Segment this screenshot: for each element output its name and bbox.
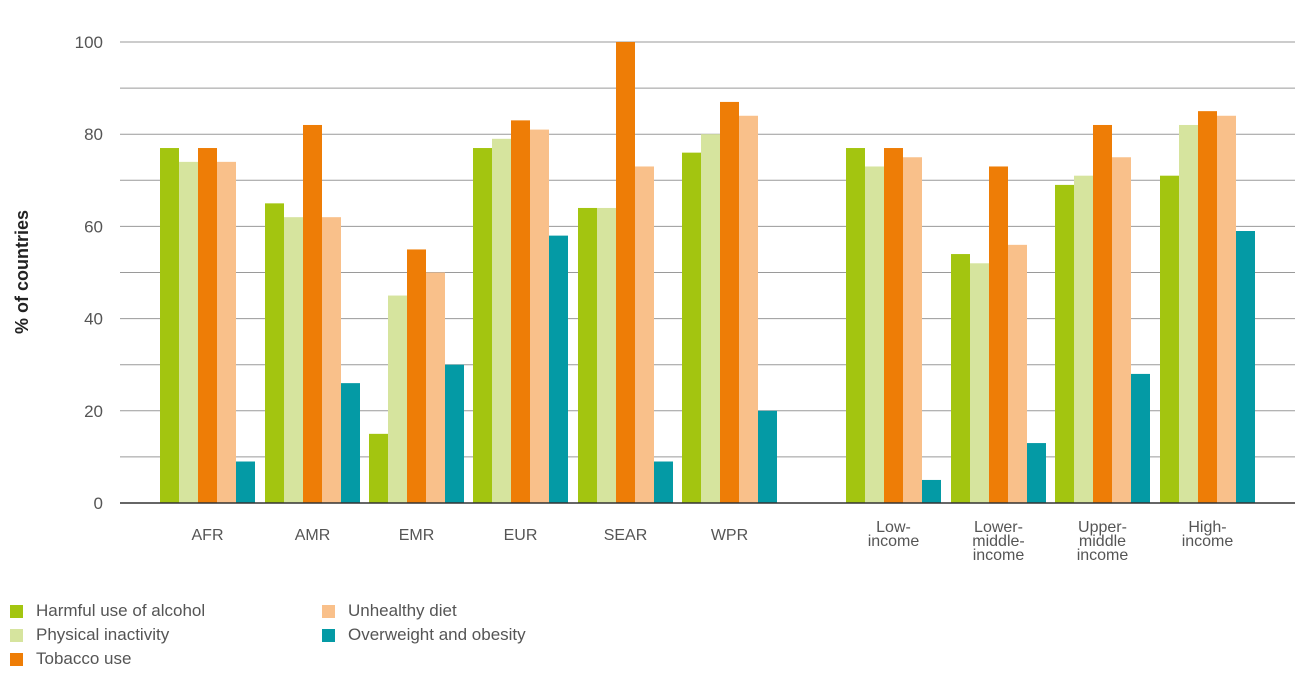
y-tick-label: 0 (94, 494, 103, 513)
bar (303, 124, 322, 503)
bar (1093, 124, 1112, 503)
bar-chart: 0 20 40 60 80 100 AFR AMR EMR EUR SEAR WPR Low-inco… (12, 33, 1295, 564)
legend-item-unhealthy-diet: Unhealthy diet (322, 600, 457, 622)
bar (341, 383, 360, 503)
bar (616, 42, 635, 503)
bar (160, 148, 179, 503)
bar (970, 263, 989, 503)
bar (407, 249, 426, 503)
bar (701, 134, 720, 503)
bar (1179, 124, 1198, 503)
bar (758, 410, 777, 503)
category-label: WPR (711, 527, 748, 544)
bar (1198, 111, 1217, 504)
bar (578, 207, 597, 503)
bar (635, 166, 654, 503)
bar (473, 148, 492, 503)
bar (739, 115, 758, 503)
bar (682, 152, 701, 503)
legend-label: Tobacco use (36, 649, 132, 668)
bar (1160, 175, 1179, 503)
bar (903, 157, 922, 503)
y-tick-label: 100 (75, 33, 103, 52)
bar (179, 161, 198, 504)
bar (1131, 373, 1150, 503)
bar (217, 161, 236, 504)
bar (1027, 443, 1046, 503)
legend-label: Physical inactivity (36, 625, 170, 644)
category-label: SEAR (604, 527, 648, 544)
legend-item-tobacco-use: Tobacco use (10, 648, 131, 670)
bar (369, 433, 388, 503)
bar (265, 203, 284, 503)
bar (1008, 244, 1027, 503)
y-tick-label: 40 (84, 310, 103, 329)
legend: Harmful use of alcohol Physical inactivi… (10, 600, 710, 684)
bar (1074, 175, 1093, 503)
bar (322, 217, 341, 503)
bar (388, 295, 407, 503)
legend-item-physical-inactivity: Physical inactivity (10, 624, 169, 646)
bar (530, 129, 549, 503)
bar (1112, 157, 1131, 503)
legend-swatch (10, 628, 23, 642)
bar (236, 461, 255, 503)
bar (1217, 115, 1236, 503)
bar (884, 148, 903, 503)
bar (1055, 184, 1074, 503)
category-label: Lower-middle-income (972, 519, 1024, 564)
bar (951, 254, 970, 503)
bar (549, 235, 568, 503)
legend-item-overweight-and-obesity: Overweight and obesity (322, 624, 526, 646)
bar (198, 148, 217, 503)
bar (492, 138, 511, 503)
legend-label: Harmful use of alcohol (36, 601, 206, 620)
category-label: AMR (295, 527, 331, 544)
legend-swatch (322, 604, 335, 618)
category-label: High-income (1182, 519, 1234, 550)
bar (597, 207, 616, 503)
legend-label: Overweight and obesity (348, 625, 526, 644)
y-tick-label: 80 (84, 125, 103, 144)
bar (1236, 231, 1255, 503)
category-label: Low-income (868, 519, 920, 550)
legend-swatch (322, 628, 335, 642)
bars (160, 42, 1255, 504)
bar (720, 101, 739, 504)
category-label: Upper-middle income (1077, 519, 1129, 564)
y-tick-label: 60 (84, 217, 103, 236)
legend-label: Unhealthy diet (348, 601, 457, 620)
bar (426, 272, 445, 503)
category-labels: AFR AMR EMR EUR SEAR WPR Low-income Lower-middl… (192, 519, 1234, 564)
y-tick-labels: 0 20 40 60 80 100 (75, 33, 103, 513)
bar (865, 166, 884, 503)
category-label: EMR (399, 527, 435, 544)
category-label: AFR (192, 527, 224, 544)
legend-swatch (10, 652, 23, 666)
legend-item-harmful-use-of-alcohol: Harmful use of alcohol (10, 600, 205, 622)
bar (846, 148, 865, 503)
category-label: EUR (504, 527, 538, 544)
bar (922, 479, 941, 503)
legend-swatch (10, 604, 23, 618)
bar (989, 166, 1008, 503)
bar (284, 217, 303, 503)
bar (445, 364, 464, 503)
y-tick-label: 20 (84, 402, 103, 421)
bar (511, 120, 530, 504)
y-axis-label: % of countries (12, 210, 32, 334)
bar (654, 461, 673, 503)
